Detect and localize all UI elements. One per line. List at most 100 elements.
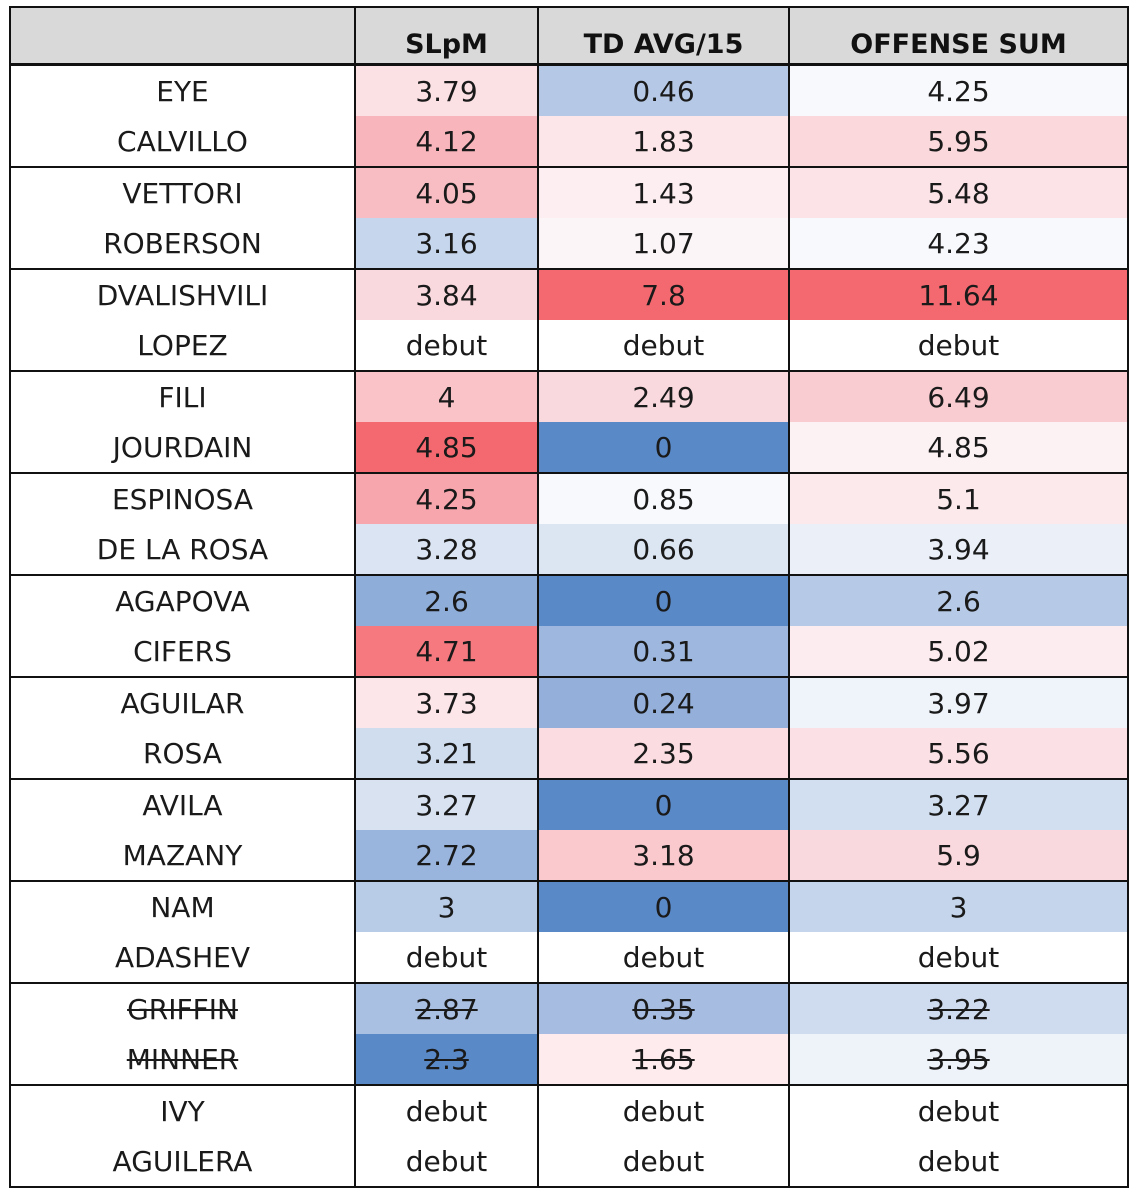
td-avg-cell: 0 bbox=[537, 574, 790, 626]
offense-sum-cell: 3.94 bbox=[788, 524, 1129, 576]
slpm-cell: debut bbox=[354, 1136, 539, 1188]
slpm-cell: 3.27 bbox=[354, 778, 539, 830]
fighter-name-cell: AVILA bbox=[9, 778, 356, 830]
offense-sum-cell: 6.49 bbox=[788, 370, 1129, 422]
slpm-cell: 3.79 bbox=[354, 63, 539, 116]
fighter-name-cell: AGAPOVA bbox=[9, 574, 356, 626]
table-body: EYE 3.79 0.46 4.25 CALVILLO 4.12 1.83 5.95 VETTO… bbox=[9, 63, 1129, 1188]
td-avg-cell: 1.65 bbox=[537, 1034, 790, 1086]
table-row: LOPEZ debut debut debut bbox=[9, 320, 1129, 372]
slpm-cell: 2.72 bbox=[354, 830, 539, 882]
td-avg-cell: 1.43 bbox=[537, 166, 790, 218]
fighter-name-cell: EYE bbox=[9, 63, 356, 116]
slpm-cell: debut bbox=[354, 932, 539, 984]
slpm-cell: 4 bbox=[354, 370, 539, 422]
slpm-cell: debut bbox=[354, 1084, 539, 1136]
offense-sum-cell: 4.23 bbox=[788, 218, 1129, 270]
table-row: CALVILLO 4.12 1.83 5.95 bbox=[9, 116, 1129, 168]
slpm-cell: 3.16 bbox=[354, 218, 539, 270]
fighter-name-cell: MINNER bbox=[9, 1034, 356, 1086]
header-offense-sum: OFFENSE SUM bbox=[788, 6, 1129, 66]
table-row: AGAPOVA 2.6 0 2.6 bbox=[9, 574, 1129, 626]
td-avg-cell: 0.85 bbox=[537, 472, 790, 524]
slpm-cell: 4.71 bbox=[354, 626, 539, 678]
offense-sum-cell: 3 bbox=[788, 880, 1129, 932]
fighter-name-cell: CALVILLO bbox=[9, 116, 356, 168]
offense-sum-cell: 3.27 bbox=[788, 778, 1129, 830]
slpm-cell: 3.21 bbox=[354, 728, 539, 780]
td-avg-cell: 7.8 bbox=[537, 268, 790, 320]
table-row: DE LA ROSA 3.28 0.66 3.94 bbox=[9, 524, 1129, 576]
td-avg-cell: debut bbox=[537, 932, 790, 984]
offense-sum-cell: debut bbox=[788, 1136, 1129, 1188]
slpm-cell: 2.3 bbox=[354, 1034, 539, 1086]
table-row: ROSA 3.21 2.35 5.56 bbox=[9, 728, 1129, 780]
offense-sum-cell: debut bbox=[788, 1084, 1129, 1136]
td-avg-cell: 1.83 bbox=[537, 116, 790, 168]
offense-sum-cell: 11.64 bbox=[788, 268, 1129, 320]
td-avg-cell: 0.24 bbox=[537, 676, 790, 728]
offense-sum-cell: 5.48 bbox=[788, 166, 1129, 218]
td-avg-cell: 0.35 bbox=[537, 982, 790, 1034]
table-row: JOURDAIN 4.85 0 4.85 bbox=[9, 422, 1129, 474]
offense-sum-cell: 4.25 bbox=[788, 63, 1129, 116]
slpm-cell: 4.85 bbox=[354, 422, 539, 474]
offense-sum-cell: debut bbox=[788, 932, 1129, 984]
td-avg-cell: 1.07 bbox=[537, 218, 790, 270]
offense-sum-cell: 5.95 bbox=[788, 116, 1129, 168]
table-row: ADASHEV debut debut debut bbox=[9, 932, 1129, 984]
fighter-name-cell: CIFERS bbox=[9, 626, 356, 678]
td-avg-cell: 0.66 bbox=[537, 524, 790, 576]
offense-sum-cell: debut bbox=[788, 320, 1129, 372]
table-row: ESPINOSA 4.25 0.85 5.1 bbox=[9, 472, 1129, 524]
table-row: GRIFFIN 2.87 0.35 3.22 bbox=[9, 982, 1129, 1034]
table-row: AGUILERA debut debut debut bbox=[9, 1136, 1129, 1188]
td-avg-cell: 0 bbox=[537, 422, 790, 474]
header-slpm: SLpM bbox=[354, 6, 539, 66]
table-row: DVALISHVILI 3.84 7.8 11.64 bbox=[9, 268, 1129, 320]
fighter-name-cell: DVALISHVILI bbox=[9, 268, 356, 320]
offense-sum-cell: 4.85 bbox=[788, 422, 1129, 474]
offense-sum-cell: 5.02 bbox=[788, 626, 1129, 678]
header-row: SLpM TD AVG/15 OFFENSE SUM bbox=[9, 6, 1129, 66]
td-avg-cell: debut bbox=[537, 1084, 790, 1136]
fighter-name-cell: FILI bbox=[9, 370, 356, 422]
slpm-cell: 3.73 bbox=[354, 676, 539, 728]
td-avg-cell: 0 bbox=[537, 778, 790, 830]
td-avg-cell: 0.31 bbox=[537, 626, 790, 678]
header-td-avg: TD AVG/15 bbox=[537, 6, 790, 66]
td-avg-cell: debut bbox=[537, 320, 790, 372]
slpm-cell: 3 bbox=[354, 880, 539, 932]
fighter-name-cell: JOURDAIN bbox=[9, 422, 356, 474]
fighter-name-cell: ESPINOSA bbox=[9, 472, 356, 524]
td-avg-cell: 0 bbox=[537, 880, 790, 932]
offense-sum-cell: 3.97 bbox=[788, 676, 1129, 728]
slpm-cell: 2.6 bbox=[354, 574, 539, 626]
table-row: MAZANY 2.72 3.18 5.9 bbox=[9, 830, 1129, 882]
td-avg-cell: 2.35 bbox=[537, 728, 790, 780]
fighter-name-cell: LOPEZ bbox=[9, 320, 356, 372]
table-row: MINNER 2.3 1.65 3.95 bbox=[9, 1034, 1129, 1086]
table-row: CIFERS 4.71 0.31 5.02 bbox=[9, 626, 1129, 678]
fighter-name-cell: AGUILERA bbox=[9, 1136, 356, 1188]
table-row: VETTORI 4.05 1.43 5.48 bbox=[9, 166, 1129, 218]
slpm-cell: 3.84 bbox=[354, 268, 539, 320]
slpm-cell: 2.87 bbox=[354, 982, 539, 1034]
offense-sum-cell: 5.9 bbox=[788, 830, 1129, 882]
fighter-name-cell: NAM bbox=[9, 880, 356, 932]
table-row: NAM 3 0 3 bbox=[9, 880, 1129, 932]
offense-sum-cell: 5.56 bbox=[788, 728, 1129, 780]
fighter-name-cell: AGUILAR bbox=[9, 676, 356, 728]
table-row: ROBERSON 3.16 1.07 4.23 bbox=[9, 218, 1129, 270]
header-fighter bbox=[9, 6, 356, 66]
slpm-cell: debut bbox=[354, 320, 539, 372]
fighter-name-cell: ROBERSON bbox=[9, 218, 356, 270]
fighter-stats-table: SLpM TD AVG/15 OFFENSE SUM EYE 3.79 0.46 4.… bbox=[9, 6, 1129, 1188]
td-avg-cell: 0.46 bbox=[537, 63, 790, 116]
fighter-name-cell: VETTORI bbox=[9, 166, 356, 218]
slpm-cell: 4.12 bbox=[354, 116, 539, 168]
td-avg-cell: 3.18 bbox=[537, 830, 790, 882]
td-avg-cell: debut bbox=[537, 1136, 790, 1188]
offense-sum-cell: 3.95 bbox=[788, 1034, 1129, 1086]
table-row: EYE 3.79 0.46 4.25 bbox=[9, 63, 1129, 116]
